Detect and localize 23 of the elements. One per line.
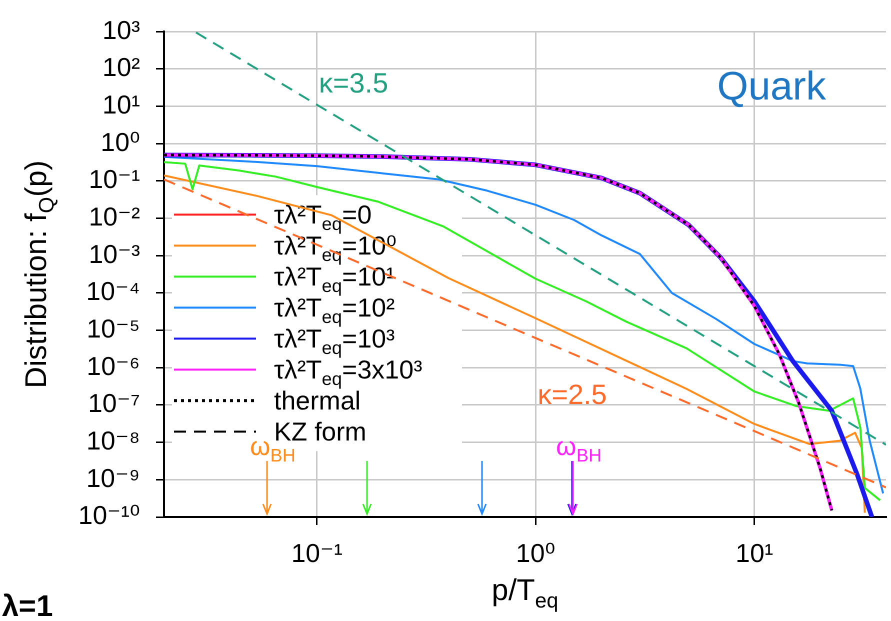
y-tick-label: 10⁰ [100,126,140,157]
y-tick-label: 10¹ [102,89,140,120]
text: λ=1 [2,590,53,621]
x-tick-label: 10¹ [736,538,774,568]
legend-label: KZ form [274,416,366,447]
x-tick-label: 10⁻¹ [291,538,343,568]
series-label: κ=3.5 [318,68,388,99]
y-tick-label: 10⁻⁴ [86,276,140,306]
y-tick-label: 10⁻³ [88,238,140,269]
y-tick-label: 10⁻⁸ [86,425,140,456]
y-tick-label: 10⁻⁹ [86,462,140,493]
series-label: κ=2.5 [538,379,607,410]
x-tick-label: 10⁰ [516,538,556,568]
y-tick-label: 10³ [102,14,140,45]
annotation: Quark [717,64,827,109]
y-tick-label: 10⁻¹⁰ [78,500,140,530]
y-tick-label: 10² [102,52,140,82]
y-tick-label: 10⁻¹ [88,164,140,194]
y-axis-title: Distribution: fQ(p) [20,160,58,388]
y-tick-label: 10⁻⁵ [86,313,140,344]
y-tick-label: 10⁻⁷ [88,388,140,418]
y-tick-label: 10⁻² [88,201,140,232]
y-tick-label: 10⁻⁶ [86,350,140,381]
